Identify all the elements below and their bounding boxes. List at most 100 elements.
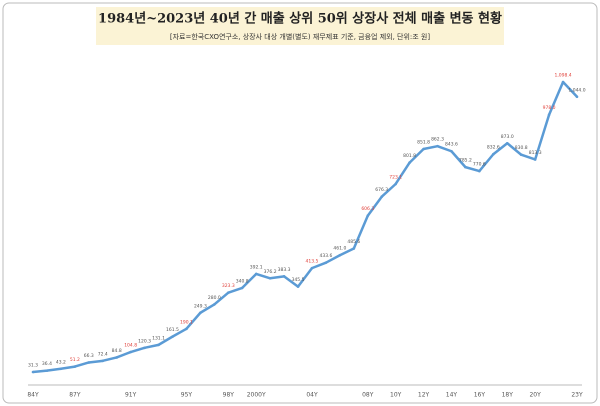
point: [254, 272, 258, 276]
x-tick-label: 12Y: [418, 392, 430, 399]
data-label: 120.3: [138, 338, 151, 344]
data-label: 433.6: [319, 253, 332, 259]
data-label: 1,044.0: [568, 87, 585, 93]
point: [310, 266, 314, 270]
point: [296, 285, 300, 288]
x-tick-label: 16Y: [474, 392, 486, 399]
point: [533, 158, 537, 161]
x-tick-label: 23Y: [571, 392, 583, 399]
data-label: 131.1: [152, 335, 165, 341]
point: [450, 149, 453, 153]
data-label: 323.3: [222, 283, 235, 289]
point: [59, 367, 63, 371]
point: [240, 286, 244, 290]
data-label: 843.6: [445, 142, 458, 148]
point: [575, 95, 579, 99]
point: [185, 327, 188, 331]
point: [101, 359, 105, 363]
data-label: 461.0: [333, 246, 346, 252]
point: [436, 144, 439, 148]
x-tick-label: 20Y: [529, 392, 541, 399]
data-label: 31.3: [28, 363, 38, 369]
point: [408, 161, 411, 164]
data-label: 383.3: [278, 267, 291, 273]
data-label: 832.6: [487, 145, 500, 151]
point: [199, 311, 202, 315]
data-label: 862.3: [431, 137, 444, 143]
point: [282, 275, 286, 278]
data-label: 830.8: [515, 145, 528, 151]
data-label: 978.0: [543, 105, 556, 111]
point: [478, 169, 481, 173]
data-label: 851.8: [417, 140, 430, 146]
x-tick-label: 2000Y: [247, 392, 266, 399]
point: [226, 291, 230, 294]
data-label: 770.6: [473, 162, 486, 168]
chart-title: 1984년~2023년 40년 간 매출 상위 50위 상장사 전체 매출 변동…: [98, 11, 502, 27]
data-label: 190.1: [180, 319, 193, 325]
point: [157, 343, 160, 347]
chart-subtitle: [자료=한국CXO연구소, 상장사 대상 개별(별도) 재무제표 기준, 금융업…: [170, 32, 431, 41]
data-label: 485.6: [347, 239, 360, 245]
point: [268, 276, 272, 280]
x-tick-label: 84Y: [27, 392, 39, 399]
point: [394, 182, 397, 186]
data-label: 813.3: [529, 150, 542, 156]
data-label: 280.0: [208, 295, 221, 301]
data-label: 249.3: [194, 303, 207, 309]
point: [519, 153, 523, 157]
point: [561, 80, 565, 84]
point: [352, 247, 356, 250]
point: [324, 261, 328, 264]
x-tick-label: 08Y: [362, 392, 374, 399]
x-tick-label: 04Y: [306, 392, 318, 399]
data-label: 36.4: [42, 361, 52, 367]
title-box: [96, 7, 504, 45]
data-label: 785.2: [459, 158, 472, 164]
point: [171, 335, 174, 338]
data-label: 723.1: [389, 174, 402, 180]
data-label: 873.0: [501, 134, 514, 140]
line: [32, 80, 578, 374]
point: [73, 365, 77, 368]
x-tick-label: 10Y: [390, 392, 402, 399]
data-label: 84.8: [112, 348, 122, 354]
point: [213, 303, 216, 306]
point: [45, 369, 49, 372]
point: [87, 361, 91, 364]
data-label: 392.1: [250, 264, 263, 270]
x-tick-label: 95Y: [181, 392, 193, 399]
point: [366, 214, 370, 218]
x-tick-label: 98Y: [223, 392, 235, 399]
point: [129, 350, 132, 354]
data-label: 72.4: [98, 351, 108, 357]
data-label: 1,098.4: [554, 73, 571, 79]
data-label: 345.5: [292, 277, 305, 283]
data-label: 413.5: [306, 259, 319, 265]
data-label: 43.2: [56, 359, 66, 365]
point: [547, 113, 551, 117]
point: [492, 152, 495, 156]
x-tick-label: 91Y: [125, 392, 137, 399]
x-tick-label: 87Y: [69, 392, 81, 399]
point: [464, 165, 467, 169]
data-label: 801.8: [403, 153, 416, 159]
data-label: 376.2: [264, 269, 277, 275]
data-label: 104.8: [124, 343, 137, 349]
data-label: 340.8: [236, 278, 249, 284]
point: [505, 141, 509, 145]
data-label: 51.2: [70, 357, 80, 363]
point: [31, 370, 35, 374]
point: [143, 346, 146, 350]
x-tick-label: 14Y: [446, 392, 458, 399]
data-label: 606.3: [361, 206, 374, 212]
point: [380, 195, 384, 199]
data-label: 161.5: [166, 327, 179, 333]
point: [115, 356, 118, 359]
data-label: 66.3: [84, 353, 94, 359]
point: [422, 147, 425, 151]
data-label: 676.3: [375, 187, 388, 193]
